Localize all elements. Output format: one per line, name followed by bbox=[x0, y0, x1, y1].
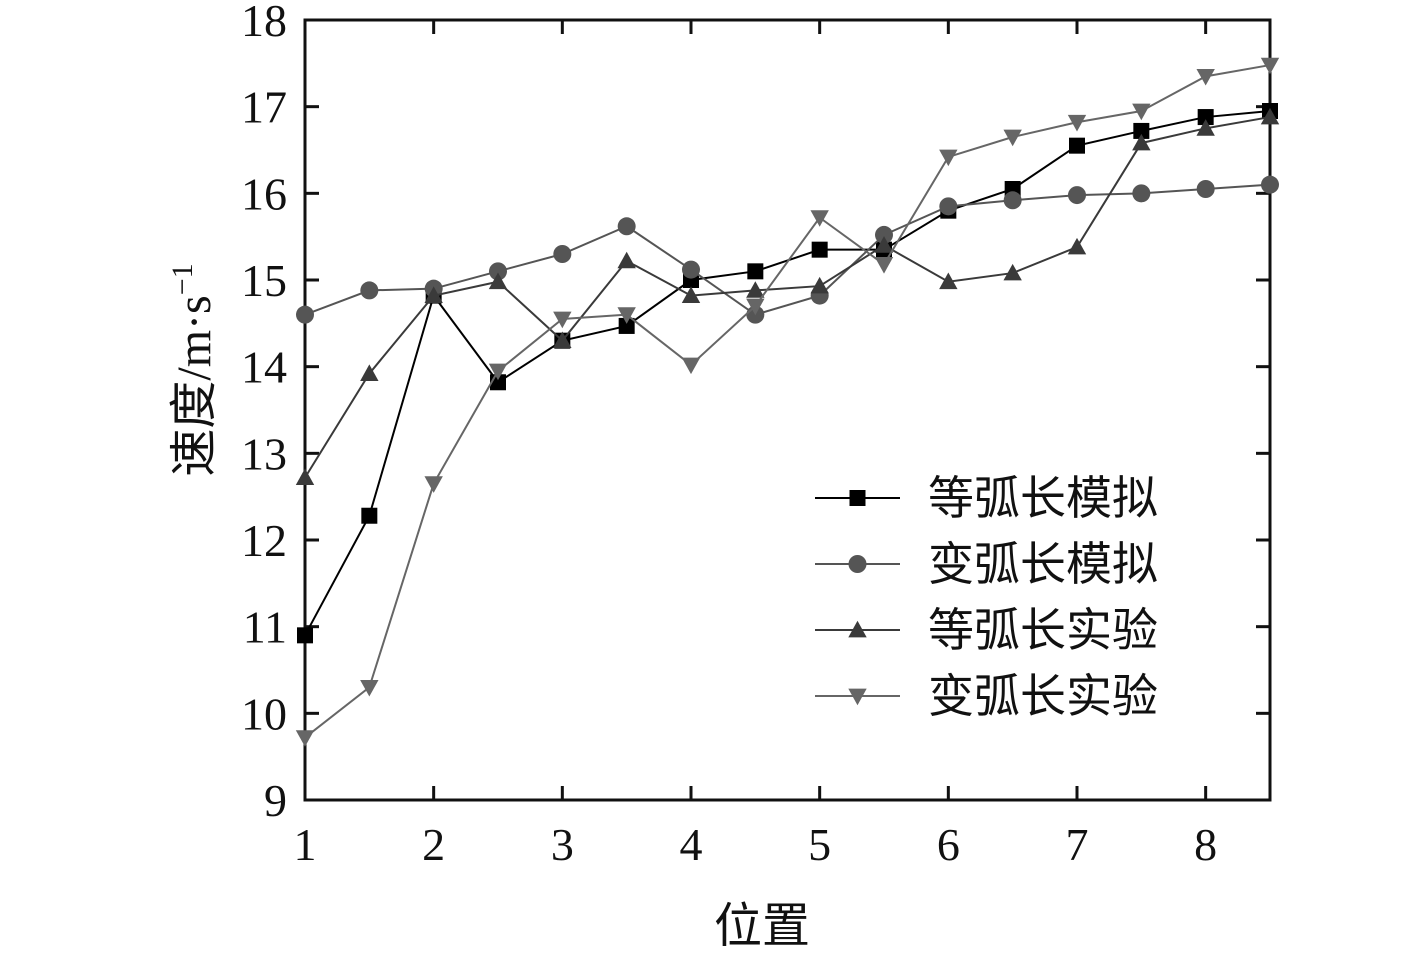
marker-triangle-up bbox=[874, 236, 894, 253]
marker-circle bbox=[939, 197, 958, 216]
plot-area-border bbox=[303, 18, 1272, 802]
marker-triangle-up bbox=[553, 331, 572, 349]
marker-triangle-up bbox=[360, 364, 379, 381]
x-tick-label: 6 bbox=[937, 819, 960, 870]
marker-triangle-up bbox=[1003, 263, 1022, 281]
x-tick-label: 5 bbox=[808, 819, 831, 870]
y-tick-label: 12 bbox=[241, 515, 287, 566]
marker-square bbox=[849, 490, 866, 506]
legend-item-2: 等弧长实验 bbox=[815, 605, 1158, 656]
marker-circle bbox=[1003, 191, 1022, 210]
marker-triangle-down bbox=[1003, 129, 1022, 147]
series-line bbox=[304, 183, 1271, 316]
marker-circle bbox=[875, 225, 893, 244]
marker-triangle-up bbox=[424, 286, 443, 303]
x-tick-label: 8 bbox=[1194, 819, 1217, 870]
y-tick-label: 9 bbox=[264, 775, 287, 826]
y-tick-label: 11 bbox=[243, 602, 287, 653]
marker-circle bbox=[360, 281, 379, 300]
marker-triangle-up bbox=[488, 272, 508, 290]
marker-square bbox=[361, 507, 378, 524]
marker-circle bbox=[1132, 184, 1151, 203]
marker-triangle-down bbox=[1067, 114, 1087, 132]
marker-triangle-up bbox=[848, 620, 867, 638]
marker-circle bbox=[296, 305, 314, 324]
plot-frame bbox=[303, 18, 1272, 802]
marker-triangle-down bbox=[1196, 68, 1215, 86]
marker-circle bbox=[1261, 175, 1279, 194]
marker-triangle-up bbox=[939, 272, 958, 290]
marker-square bbox=[1069, 137, 1085, 154]
legend-label: 变弧长模拟 bbox=[928, 539, 1158, 590]
marker-triangle-down bbox=[553, 311, 572, 329]
y-axis-label-main: 速度/m·s bbox=[168, 295, 221, 476]
marker-circle bbox=[1196, 180, 1215, 198]
legend-label: 等弧长实验 bbox=[928, 605, 1158, 656]
y-tick-label: 13 bbox=[241, 428, 287, 479]
series-lines bbox=[295, 57, 1280, 747]
marker-circle bbox=[848, 555, 867, 573]
marker-triangle-up bbox=[681, 286, 701, 303]
series-line bbox=[304, 64, 1271, 739]
y-tick-label: 17 bbox=[241, 82, 287, 133]
series-3 bbox=[295, 57, 1280, 747]
marker-triangle-down bbox=[874, 257, 894, 274]
legend-item-3: 变弧长实验 bbox=[815, 671, 1158, 722]
marker-circle bbox=[553, 245, 572, 263]
y-tick-label: 18 bbox=[241, 0, 287, 46]
marker-square bbox=[297, 627, 313, 644]
marker-circle bbox=[682, 260, 700, 279]
series-1 bbox=[296, 175, 1279, 324]
marker-triangle-down bbox=[617, 307, 636, 324]
marker-triangle-down bbox=[746, 298, 765, 316]
y-tick-label: 14 bbox=[241, 342, 287, 393]
legend-item-0: 等弧长模拟 bbox=[815, 473, 1158, 524]
y-axis-label: 速度/m·s−1 bbox=[166, 263, 221, 476]
marker-triangle-down bbox=[360, 679, 379, 697]
x-tick-label: 4 bbox=[680, 819, 703, 870]
y-tick-label: 16 bbox=[241, 168, 287, 219]
marker-square bbox=[1133, 122, 1150, 139]
marker-triangle-down bbox=[1132, 103, 1151, 121]
marker-triangle-down bbox=[1260, 57, 1280, 75]
marker-square bbox=[811, 241, 828, 258]
y-tick-label: 15 bbox=[241, 255, 287, 306]
marker-square bbox=[1197, 109, 1214, 126]
y-axis-label-superscript: −1 bbox=[166, 263, 199, 295]
marker-triangle-up bbox=[746, 281, 765, 298]
marker-triangle-down bbox=[939, 149, 958, 167]
marker-triangle-up bbox=[295, 468, 315, 485]
marker-triangle-down bbox=[295, 730, 315, 747]
marker-triangle-up bbox=[1067, 237, 1087, 255]
marker-triangle-up bbox=[1196, 119, 1215, 136]
x-tick-label: 2 bbox=[422, 819, 445, 870]
marker-triangle-down bbox=[810, 210, 829, 227]
marker-triangle-down bbox=[848, 688, 867, 706]
marker-circle bbox=[617, 217, 636, 236]
marker-square bbox=[618, 317, 635, 334]
series-2 bbox=[295, 107, 1280, 485]
x-tick-label: 7 bbox=[1066, 819, 1089, 870]
x-tick-label: 3 bbox=[551, 819, 574, 870]
legend-label: 变弧长实验 bbox=[928, 671, 1158, 722]
marker-square bbox=[747, 263, 764, 280]
marker-circle bbox=[489, 262, 507, 281]
marker-circle bbox=[1068, 186, 1086, 205]
y-tick-label: 10 bbox=[241, 688, 287, 739]
legend-label: 等弧长模拟 bbox=[928, 473, 1158, 524]
marker-triangle-up bbox=[617, 251, 636, 269]
marker-triangle-up bbox=[1132, 133, 1151, 151]
x-tick-label: 1 bbox=[294, 819, 317, 870]
marker-triangle-up bbox=[1260, 107, 1280, 125]
marker-triangle-up bbox=[810, 276, 829, 294]
marker-triangle-down bbox=[488, 363, 508, 381]
marker-triangle-down bbox=[681, 357, 701, 375]
legend-item-1: 变弧长模拟 bbox=[815, 539, 1158, 590]
series-line bbox=[304, 116, 1271, 479]
marker-triangle-down bbox=[424, 476, 443, 493]
x-axis-label: 位置 bbox=[714, 900, 810, 953]
